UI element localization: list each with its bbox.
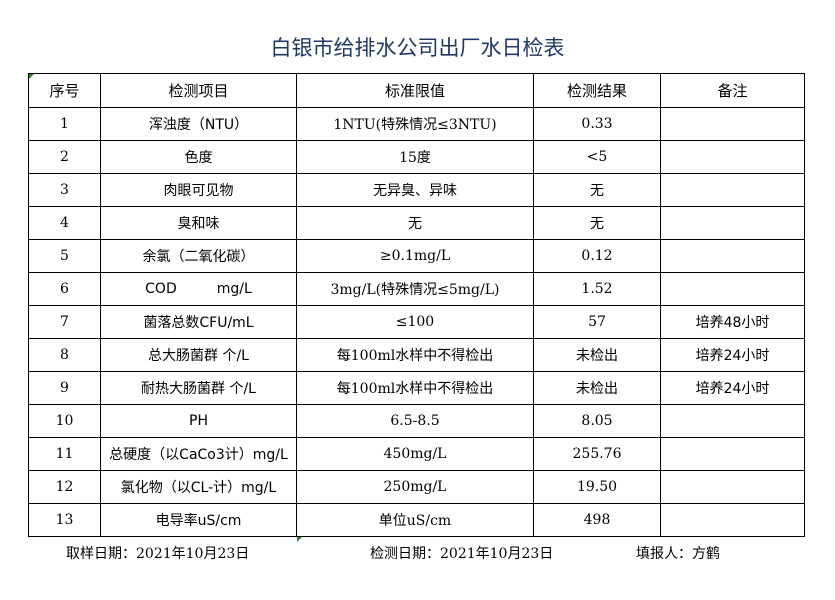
header-cell[interactable]: 序号 [28,73,101,108]
table-cell[interactable]: 5 [28,239,101,273]
reporter: 填报人：方鹤 [636,546,720,562]
table-row: 1 浑浊度（NTU） 1NTU(特殊情况≤3NTU) 0.33 [28,107,805,141]
table-cell[interactable]: 浑浊度（NTU） [100,107,297,141]
table-row: 10 PH 6.5-8.5 8.05 [28,404,805,438]
table-cell[interactable]: 电导率uS/cm [100,503,297,537]
table-cell[interactable]: 250mg/L [296,470,534,504]
table-row: 7 菌落总数CFU/mL ≤100 57 培养48小时 [28,305,805,339]
table-row: 4 臭和味无无 [28,206,805,240]
table-cell[interactable]: 6 [28,272,101,306]
table-cell[interactable]: 7 [28,305,101,339]
table-cell[interactable]: 13 [28,503,101,537]
table-cell[interactable]: 耐热大肠菌群 个/L [100,371,297,405]
table-cell[interactable]: 0.12 [533,239,661,273]
table-cell[interactable]: 臭和味 [100,206,297,240]
table-cell[interactable]: 培养48小时 [660,305,805,339]
table-cell[interactable]: 10 [28,404,101,438]
inspection-table: 序号 检测项目 标准限值 检测结果 备注 1 浑浊度（NTU） 1NTU(特殊情况≤… [28,73,805,537]
table-cell[interactable]: ≥0.1mg/L [296,239,534,273]
table-cell[interactable]: <5 [533,140,661,174]
table-cell[interactable]: 3 [28,173,101,207]
cell-marker-icon [29,74,34,79]
table-cell[interactable]: 未检出 [533,371,661,405]
table-cell[interactable] [660,503,805,537]
table-cell[interactable]: 8 [28,338,101,372]
table-cell[interactable]: 11 [28,437,101,471]
table-cell[interactable]: 1NTU(特殊情况≤3NTU) [296,107,534,141]
table-cell[interactable]: 无 [533,173,661,207]
table-cell[interactable]: 每100ml水样中不得检出 [296,338,534,372]
table-cell[interactable] [660,404,805,438]
table-cell[interactable]: 培养24小时 [660,371,805,405]
table-cell[interactable]: 培养24小时 [660,338,805,372]
table-cell[interactable]: COD mg/L [100,272,297,306]
table-row: 2 色度 15度 <5 [28,140,805,174]
table-cell[interactable]: 4 [28,206,101,240]
table-cell[interactable]: 498 [533,503,661,537]
table-cell[interactable] [660,107,805,141]
sampling-date: 取样日期：2021年10月23日 [66,546,250,562]
table-cell[interactable] [660,272,805,306]
table-cell[interactable] [660,437,805,471]
header-cell[interactable]: 备注 [660,73,805,108]
table-cell[interactable]: 0.33 [533,107,661,141]
table-cell[interactable]: 255.76 [533,437,661,471]
table-cell[interactable]: 12 [28,470,101,504]
table-row: 3 肉眼可见物 无异臭、异味无 [28,173,805,207]
table-cell[interactable]: 6.5-8.5 [296,404,534,438]
table-row: 13 电导率uS/cm 单位uS/cm 498 [28,503,805,537]
header-cell[interactable]: 检测结果 [533,73,661,108]
table-cell[interactable] [660,470,805,504]
test-date: 检测日期：2021年10月23日 [370,546,554,562]
table-row: 11 总硬度（以CaCo3计）mg/L 450mg/L 255.76 [28,437,805,471]
header-cell[interactable]: 标准限值 [296,73,534,108]
table-cell[interactable]: 450mg/L [296,437,534,471]
table-cell[interactable]: 57 [533,305,661,339]
table-cell[interactable]: 余氯（二氧化碳） [100,239,297,273]
table-cell[interactable]: 无 [296,206,534,240]
table-cell[interactable]: 2 [28,140,101,174]
cell-marker-icon [297,537,302,542]
table-cell[interactable]: 无 [533,206,661,240]
table-cell[interactable]: PH [100,404,297,438]
table-cell[interactable]: 无异臭、异味 [296,173,534,207]
table-row: 8 总大肠菌群 个/L 每100ml水样中不得检出 未检出 培养24小时 [28,338,805,372]
table-cell[interactable]: 1 [28,107,101,141]
table-cell[interactable]: 肉眼可见物 [100,173,297,207]
table-cell[interactable]: 色度 [100,140,297,174]
table-cell[interactable]: 每100ml水样中不得检出 [296,371,534,405]
table-header-row: 序号 检测项目 标准限值 检测结果 备注 [28,73,805,108]
table-cell[interactable] [660,239,805,273]
table-row: 6 COD mg/L 3mg/L(特殊情况≤5mg/L) 1.52 [28,272,805,306]
table-cell[interactable]: 总硬度（以CaCo3计）mg/L [100,437,297,471]
table-cell[interactable] [660,140,805,174]
page-title: 白银市给排水公司出厂水日检表 [270,36,565,60]
table-cell[interactable]: 单位uS/cm [296,503,534,537]
table-cell[interactable]: 9 [28,371,101,405]
header-cell[interactable]: 检测项目 [100,73,297,108]
table-cell[interactable]: 氯化物（以CL-计）mg/L [100,470,297,504]
table-cell[interactable]: 3mg/L(特殊情况≤5mg/L) [296,272,534,306]
table-cell[interactable]: 1.52 [533,272,661,306]
table-cell[interactable] [660,173,805,207]
table-cell[interactable]: 15度 [296,140,534,174]
table-cell[interactable]: 19.50 [533,470,661,504]
table-cell[interactable] [660,206,805,240]
table-cell[interactable]: 总大肠菌群 个/L [100,338,297,372]
table-row: 9 耐热大肠菌群 个/L 每100ml水样中不得检出 未检出 培养24小时 [28,371,805,405]
table-row: 12 氯化物（以CL-计）mg/L 250mg/L 19.50 [28,470,805,504]
table-cell[interactable]: 8.05 [533,404,661,438]
table-cell[interactable]: 菌落总数CFU/mL [100,305,297,339]
table-row: 5 余氯（二氧化碳） ≥0.1mg/L 0.12 [28,239,805,273]
table-cell[interactable]: ≤100 [296,305,534,339]
table-cell[interactable]: 未检出 [533,338,661,372]
